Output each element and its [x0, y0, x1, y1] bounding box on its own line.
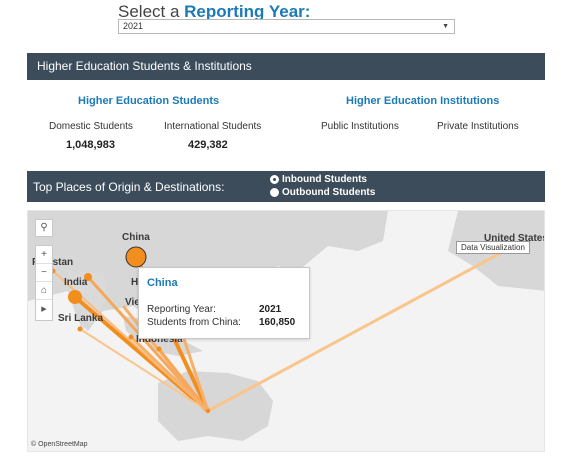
private-institutions-label: Private Institutions: [437, 121, 519, 132]
marker-nepal: [84, 273, 92, 281]
radio-checked-icon: [270, 175, 279, 184]
flow-line-sri-lanka: [79, 328, 209, 412]
international-students-value: 429,382: [188, 139, 228, 151]
section-header-origins-destinations: Top Places of Origin & Destinations: Inb…: [27, 171, 545, 202]
tooltip-year-label: Reporting Year:: [147, 304, 216, 315]
place-label-china: China: [122, 232, 150, 243]
plus-icon: +: [41, 249, 47, 260]
marker-destination-australia: [206, 409, 210, 413]
marker-sri-lanka: [77, 326, 83, 332]
domestic-students-label: Domestic Students: [49, 121, 133, 132]
international-students-label: International Students: [164, 121, 262, 132]
place-label-indonesia: Indonesia: [136, 334, 183, 345]
minus-icon: −: [41, 267, 47, 278]
flow-line-malaysia: [129, 335, 210, 413]
marker-china: [125, 246, 147, 268]
section-title: Top Places of Origin & Destinations:: [33, 180, 225, 194]
home-button[interactable]: ⌂: [36, 282, 52, 300]
public-institutions-label: Public Institutions: [321, 121, 399, 132]
heading-prefix: Select a: [118, 2, 185, 21]
play-icon: ▶: [41, 306, 47, 313]
radio-label: Inbound Students: [282, 174, 367, 185]
domestic-students-value: 1,048,983: [66, 139, 115, 151]
flow-line-indonesia: [157, 347, 210, 413]
flow-line-nepal: [86, 275, 210, 413]
reporting-year-dropdown[interactable]: 2021 ▼: [118, 19, 455, 34]
marker-india: [68, 290, 82, 304]
map-search-button[interactable]: ⚲: [35, 219, 53, 237]
place-label-united-states: United States: [484, 233, 545, 244]
place-label-hong-kong: H: [131, 277, 139, 288]
home-icon: ⌂: [40, 285, 48, 296]
flow-map[interactable]: China Pakistan India Sri Lanka Indonesia…: [27, 210, 545, 452]
zoom-in-button[interactable]: +: [36, 246, 52, 264]
radio-outbound-students[interactable]: Outbound Students: [270, 187, 375, 198]
place-label-india: India: [64, 277, 88, 288]
radio-unchecked-icon: [270, 188, 279, 197]
marker-indonesia: [156, 346, 162, 352]
expand-toolbar-button[interactable]: ▶: [36, 300, 52, 318]
map-attribution[interactable]: © OpenStreetMap: [31, 441, 88, 448]
section-header-students-institutions: Higher Education Students & Institutions: [27, 53, 545, 80]
flow-line-us: [206, 239, 525, 413]
hover-label: Data Visualization: [456, 241, 530, 254]
place-label-vietnam: Viet: [125, 297, 144, 308]
institutions-title: Higher Education Institutions: [346, 95, 500, 107]
map-tooltip: China Reporting Year: 2021 Students from…: [138, 267, 310, 339]
tooltip-students-label: Students from China:: [147, 317, 241, 328]
chevron-down-icon: ▼: [442, 23, 449, 30]
section-title: Higher Education Students & Institutions: [37, 59, 252, 73]
tooltip-title: China: [147, 277, 178, 289]
zoom-out-button[interactable]: −: [36, 264, 52, 282]
dropdown-value: 2021: [123, 21, 144, 31]
radio-label: Outbound Students: [282, 187, 376, 198]
search-icon: ⚲: [40, 222, 48, 233]
map-zoom-controls: + − ⌂ ▶: [35, 245, 53, 321]
students-title: Higher Education Students: [78, 95, 220, 107]
tooltip-year-value: 2021: [259, 304, 282, 315]
heading-accent: Reporting Year:: [184, 2, 311, 21]
reporting-year-heading: Select a Reporting Year:: [118, 2, 310, 22]
tooltip-students-value: 160,850: [259, 317, 296, 328]
radio-inbound-students[interactable]: Inbound Students: [270, 174, 367, 185]
place-label-sri-lanka: Sri Lanka: [58, 313, 104, 324]
marker-malaysia: [128, 334, 134, 340]
